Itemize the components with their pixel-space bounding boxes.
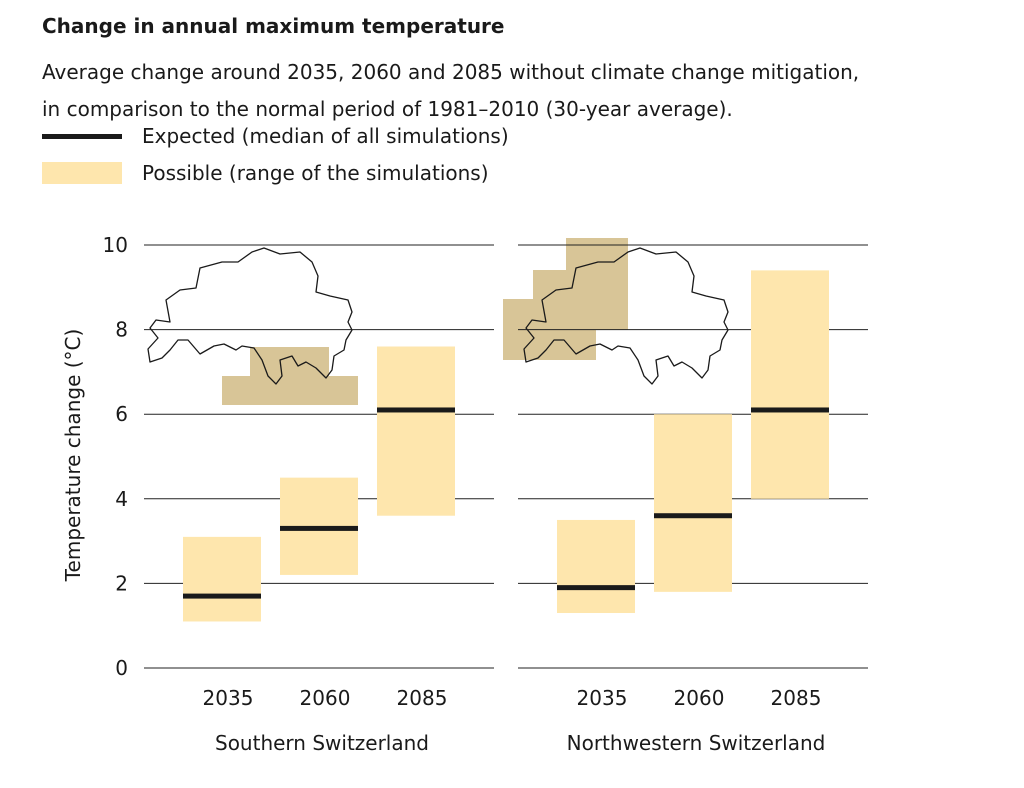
panel-label: Southern Switzerland [215,731,429,755]
range-bar [557,519,635,614]
switzerland-map-outline [523,247,729,385]
range-bar [377,346,455,516]
x-tick-label: 2085 [771,686,822,710]
chart-marks [183,270,829,622]
chart-subtitle: Average change around 2035, 2060 and 208… [42,54,1002,128]
y-tick-label: 10 [103,233,128,257]
median-line [654,513,732,519]
legend-expected: Expected (median of all simulations) [42,121,509,151]
median-line [751,407,829,413]
median-line [377,407,455,413]
legend-possible-label: Possible (range of the simulations) [142,161,489,185]
median-line [280,525,358,531]
x-tick-label: 2060 [300,686,351,710]
region-maps [147,238,729,405]
range-bar [654,414,732,592]
range-bar [183,536,261,622]
x-tick-label: 2085 [397,686,448,710]
legend-possible: Possible (range of the simulations) [42,158,489,188]
chart-labels: 2035 2060 2085 Southern Switzerland 2035 2060… [61,233,825,755]
median-line [183,593,261,599]
y-tick-label: 4 [115,487,128,511]
legend-expected-label: Expected (median of all simulations) [142,124,509,148]
x-tick-label: 2060 [674,686,725,710]
x-tick-label: 2035 [203,686,254,710]
median-line [557,585,635,591]
panel-label: Northwestern Switzerland [567,731,826,755]
y-tick-label: 8 [115,318,128,342]
southern-region-highlight [222,376,358,405]
northwestern-region-highlight [566,238,628,330]
subtitle-line-2: in comparison to the normal period of 19… [42,97,733,121]
southern-region-highlight [250,347,329,376]
legend-range-swatch [42,162,122,184]
y-tick-label: 6 [115,402,128,426]
northwestern-region-highlight [566,330,596,360]
y-tick-label: 0 [115,656,128,680]
legend-median-swatch [42,133,122,139]
switzerland-map-outline [147,247,353,385]
subtitle-line-1: Average change around 2035, 2060 and 208… [42,60,860,84]
y-axis-label: Temperature change (°C) [61,329,85,583]
x-tick-label: 2035 [577,686,628,710]
chart-title: Change in annual maximum temperature [42,14,505,38]
y-tick-label: 2 [115,571,128,595]
range-bar [751,270,829,499]
